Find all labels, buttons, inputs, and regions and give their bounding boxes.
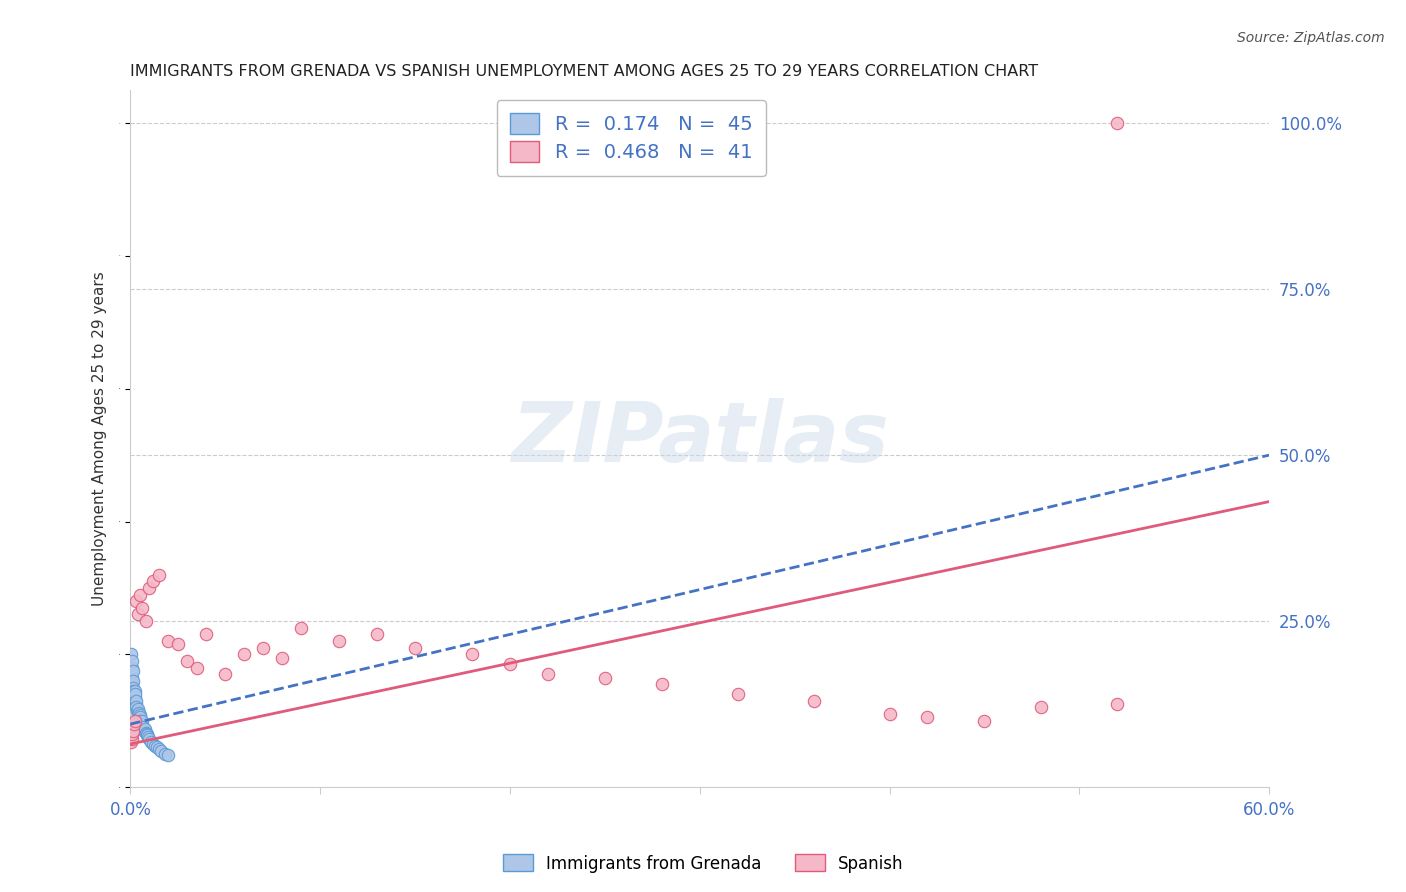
Point	[122, 687, 145, 701]
Point	[122, 690, 145, 705]
Point	[148, 741, 170, 756]
Text: ZIPatlas: ZIPatlas	[510, 398, 889, 479]
Point	[132, 723, 155, 738]
Point	[176, 654, 198, 668]
Point	[120, 648, 142, 662]
Point	[917, 710, 939, 724]
Point	[127, 702, 149, 716]
Point	[727, 687, 749, 701]
Point	[271, 650, 294, 665]
Point	[128, 706, 150, 720]
Point	[461, 648, 484, 662]
Point	[122, 683, 145, 698]
Point	[879, 707, 901, 722]
Point	[186, 660, 208, 674]
Point	[124, 687, 146, 701]
Point	[121, 727, 143, 741]
Point	[166, 637, 188, 651]
Point	[1107, 116, 1129, 130]
Text: Source: ZipAtlas.com: Source: ZipAtlas.com	[1237, 31, 1385, 45]
Point	[290, 621, 312, 635]
Y-axis label: Unemployment Among Ages 25 to 29 years: Unemployment Among Ages 25 to 29 years	[93, 271, 107, 606]
Point	[121, 660, 143, 674]
Point	[252, 640, 274, 655]
Point	[121, 671, 143, 685]
Point	[153, 747, 176, 761]
Text: IMMIGRANTS FROM GRENADA VS SPANISH UNEMPLOYMENT AMONG AGES 25 TO 29 YEARS CORREL: IMMIGRANTS FROM GRENADA VS SPANISH UNEMP…	[131, 64, 1039, 79]
Point	[148, 567, 170, 582]
Point	[537, 667, 560, 681]
Point	[195, 627, 218, 641]
Point	[122, 687, 145, 701]
Point	[122, 723, 145, 738]
Point	[129, 588, 152, 602]
Point	[499, 657, 522, 672]
Point	[143, 739, 166, 753]
Point	[125, 700, 148, 714]
Point	[233, 648, 256, 662]
Point	[131, 714, 153, 728]
Point	[146, 740, 169, 755]
Point	[803, 694, 825, 708]
Point	[157, 748, 180, 763]
Point	[120, 731, 142, 745]
Point	[366, 627, 388, 641]
Point	[134, 722, 156, 736]
Point	[124, 683, 146, 698]
Point	[127, 707, 149, 722]
Point	[124, 690, 146, 705]
Point	[125, 694, 148, 708]
Point	[138, 731, 160, 745]
Point	[129, 710, 152, 724]
Point	[125, 697, 148, 711]
Point	[135, 727, 157, 741]
Point	[328, 634, 350, 648]
Point	[149, 743, 172, 757]
Point	[122, 673, 145, 688]
Point	[1031, 700, 1053, 714]
Point	[120, 735, 142, 749]
Point	[138, 581, 160, 595]
Point	[125, 704, 148, 718]
Point	[132, 720, 155, 734]
Legend: R =  0.174   N =  45, R =  0.468   N =  41: R = 0.174 N = 45, R = 0.468 N = 41	[496, 100, 766, 176]
Point	[131, 600, 153, 615]
Point	[135, 614, 157, 628]
Point	[120, 667, 142, 681]
Point	[136, 728, 159, 742]
Point	[122, 681, 145, 695]
Point	[121, 664, 143, 678]
Point	[651, 677, 673, 691]
Point	[404, 640, 426, 655]
Point	[129, 714, 152, 728]
Point	[122, 694, 145, 708]
Point	[129, 717, 152, 731]
Point	[142, 574, 165, 589]
Point	[135, 725, 157, 739]
Point	[157, 634, 180, 648]
Point	[125, 594, 148, 608]
Point	[141, 735, 163, 749]
Point	[138, 732, 160, 747]
Legend: Immigrants from Grenada, Spanish: Immigrants from Grenada, Spanish	[496, 847, 910, 880]
Point	[122, 717, 145, 731]
Point	[121, 654, 143, 668]
Point	[142, 737, 165, 751]
Point	[593, 671, 616, 685]
Point	[214, 667, 236, 681]
Point	[127, 607, 149, 622]
Point	[973, 714, 995, 728]
Point	[128, 708, 150, 723]
Point	[1107, 697, 1129, 711]
Point	[121, 732, 143, 747]
Point	[124, 714, 146, 728]
Point	[121, 677, 143, 691]
